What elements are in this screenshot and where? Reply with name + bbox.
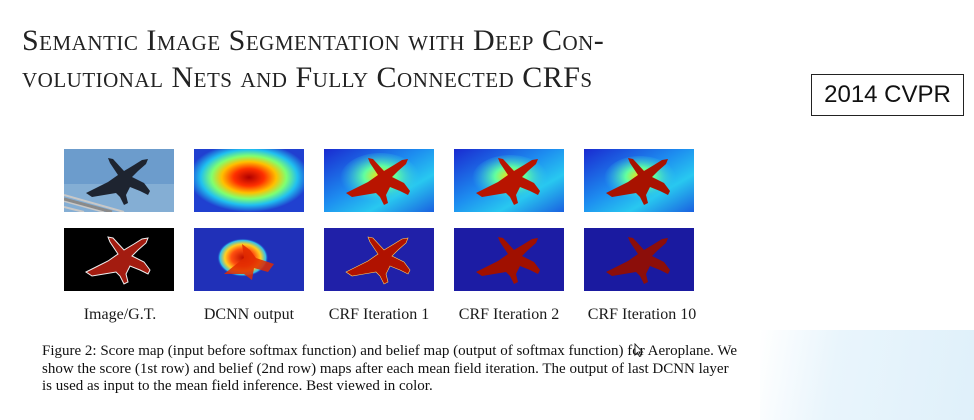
dcnn-score-map bbox=[194, 149, 304, 212]
paper-title-line-2: volutional Nets and Fully Connected CRFs bbox=[22, 59, 782, 96]
crf-iter1-belief-map bbox=[324, 228, 434, 291]
column-label-image: Image/G.T. bbox=[50, 305, 190, 325]
input-image bbox=[64, 149, 174, 212]
venue-badge: 2014 CVPR bbox=[811, 74, 964, 116]
paper-title-line-1: Semantic Image Segmentation with Deep Co… bbox=[22, 22, 782, 59]
crf-iter10-score-map bbox=[584, 149, 694, 212]
background-fade bbox=[760, 330, 974, 420]
column-label-crf-10: CRF Iteration 10 bbox=[572, 305, 712, 325]
column-label-dcnn: DCNN output bbox=[179, 305, 319, 325]
crf-iter1-score-map bbox=[324, 149, 434, 212]
column-label-crf-2: CRF Iteration 2 bbox=[439, 305, 579, 325]
column-label-crf-1: CRF Iteration 1 bbox=[309, 305, 449, 325]
crf-iter2-score-map bbox=[454, 149, 564, 212]
paper-title: Semantic Image Segmentation with Deep Co… bbox=[22, 22, 782, 96]
crf-iter2-belief-map bbox=[454, 228, 564, 291]
crf-iter10-belief-map bbox=[584, 228, 694, 291]
dcnn-belief-map bbox=[194, 228, 304, 291]
ground-truth bbox=[64, 228, 174, 291]
mouse-cursor-icon bbox=[634, 343, 644, 357]
